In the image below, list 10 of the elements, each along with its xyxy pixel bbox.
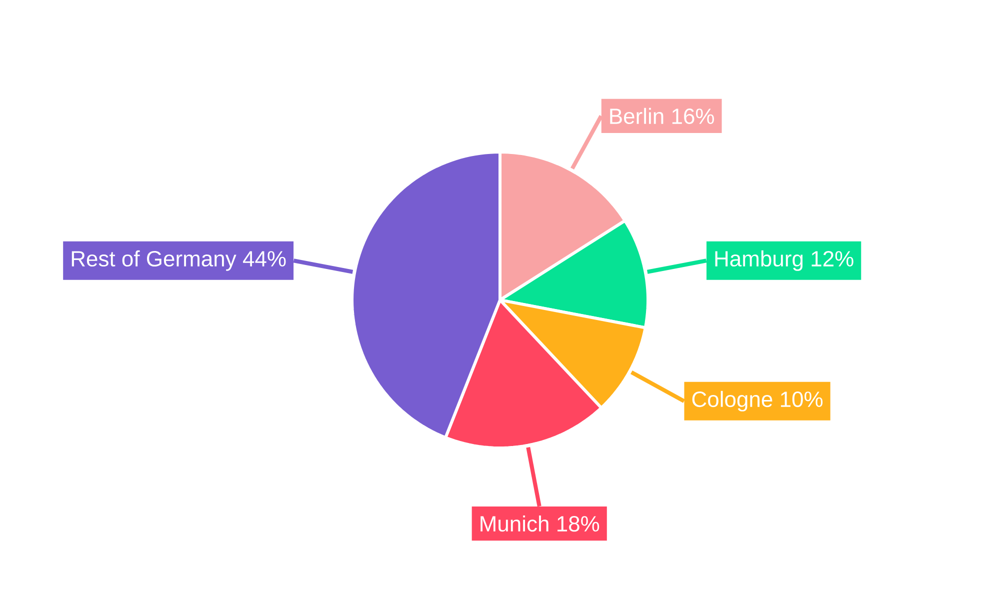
data-label: 16%	[672, 108, 714, 124]
slice-label: Rest of Germany	[72, 250, 236, 271]
slice-label: Hamburg	[715, 250, 803, 271]
data-label: 10%	[780, 391, 823, 408]
data-label: 18%	[558, 516, 600, 532]
slice-label: Munich	[480, 515, 548, 532]
data-label: 12%	[812, 250, 854, 266]
data-label: 44%	[242, 251, 286, 266]
slice-label: Berlin	[610, 108, 664, 124]
slice-label: Cologne	[692, 390, 772, 412]
